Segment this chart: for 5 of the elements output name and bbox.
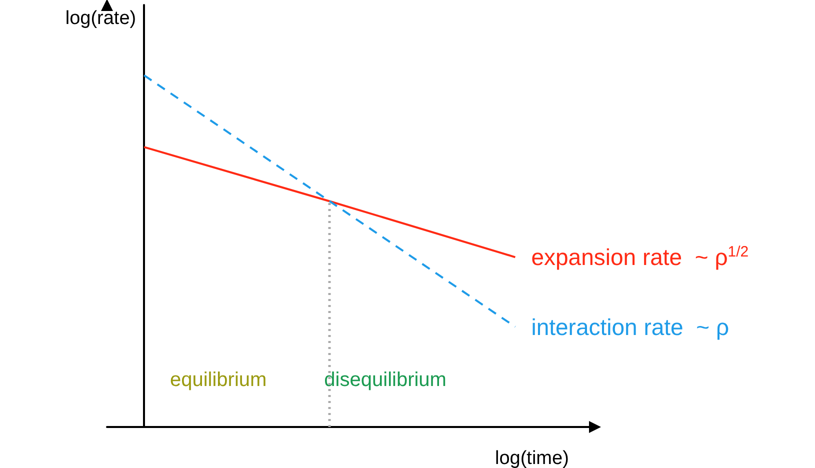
y-axis-title: log(rate) <box>65 8 136 29</box>
x-axis-title: log(time) <box>495 448 569 468</box>
annotation: disequilibrium <box>324 369 446 391</box>
annotation: equilibrium <box>170 369 267 391</box>
series-label: interaction rate ~ ρ <box>531 314 730 340</box>
